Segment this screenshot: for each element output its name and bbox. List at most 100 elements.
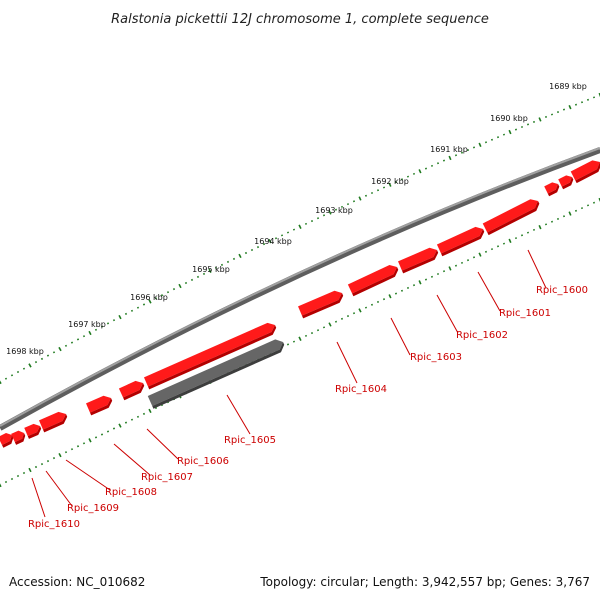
gene-features [0,160,600,448]
scale-tick [322,214,326,217]
scale-tick [238,253,242,259]
scale-tick [556,111,560,114]
gene-label: Rpic_1605 [224,435,276,446]
gene-arrow-face [11,430,25,443]
gene-leader-line [390,317,411,356]
scale-tick [244,251,248,255]
scale-tick [574,103,578,106]
scale-tick [214,266,218,269]
gene-arrow-face [298,290,342,316]
scale-tick [130,309,134,312]
scale-tick [298,224,302,229]
gene-label: Rpic_1609 [67,503,119,514]
gene-feature [143,322,277,390]
scale-tick [496,136,500,139]
scale-tick [82,442,86,445]
scale-tick [262,243,266,246]
scale-tick [544,115,548,118]
gene-label: Rpic_1602 [456,330,508,341]
scale-tick [28,467,32,473]
scale-tick [496,245,500,248]
gene-arrow-side [27,425,42,439]
gene-feature [347,265,399,297]
gene-leader-line [226,394,251,435]
gene-feature [38,411,68,433]
gene-arrow-side [89,397,113,416]
gene-arrow-face [544,182,558,194]
scale-tick [592,96,596,99]
gene-arrow-face [347,265,398,294]
scale-tick [382,298,386,301]
outer-scale-ticks [0,92,600,385]
scale-tick [550,113,554,116]
scale-tick [448,155,452,161]
scale-tick [346,315,350,318]
scale-tick [286,343,290,346]
pseudogene-feature [147,339,285,409]
scale-tick [52,351,56,354]
scale-tick [106,430,110,433]
scale-tick [58,346,62,352]
scale-tick [22,367,26,370]
scale-tick [250,248,254,252]
scale-tick [178,283,182,289]
gene-arrow-side [2,434,14,448]
scale-tick [232,257,236,260]
map-title: Ralstonia pickettii 12J chromosome 1, co… [111,12,489,27]
gene-arrow-side [561,176,574,190]
gene-label: Rpic_1607 [141,472,193,483]
scale-tick [76,445,80,448]
scale-tick [316,217,320,220]
gene-label: Rpic_1606 [177,456,229,467]
gene-arrow-face [436,226,484,254]
scale-tick [436,162,440,165]
scale-tick [478,142,482,148]
kbp-label: 1694 kbp [254,237,292,246]
scale-tick [388,294,392,299]
scale-tick [568,211,572,216]
gene-feature [24,423,42,439]
scale-tick [532,228,536,231]
inner-scale-ticks [0,197,600,488]
gene-label: Rpic_1608 [105,487,157,498]
kbp-label: 1692 kbp [371,177,409,186]
scale-tick [148,299,152,304]
gene-arrow-face [118,380,144,398]
gene-feature [0,432,14,448]
scale-tick [376,300,380,303]
scale-tick [394,181,398,184]
scale-tick [124,421,128,424]
scale-tick [526,123,530,126]
gene-arrow-side [43,413,68,433]
scale-tick [580,207,584,210]
scale-tick [532,120,536,123]
kbp-label: 1691 kbp [430,145,468,154]
scale-tick [10,374,14,377]
scale-tick [292,228,296,231]
kbp-label: 1689 kbp [549,82,587,91]
scale-tick [322,326,326,329]
gene-arrow-face [86,395,111,413]
scale-tick [70,448,74,451]
scale-tick [100,433,104,436]
scale-tick [280,234,284,237]
gene-arrow-side [441,229,485,257]
gene-arrow-face [558,175,572,187]
scale-tick [472,256,476,259]
scale-tick [460,261,464,264]
kbp-label: 1697 kbp [68,320,106,329]
scale-tick [364,194,368,197]
gene-feature [86,395,113,416]
scale-tick [136,415,140,418]
gene-arrow-face [147,339,284,407]
gene-label: Rpic_1603 [410,352,462,363]
gene-label: Rpic_1604 [335,384,387,395]
gene-leader-line [45,470,73,507]
scale-tick [538,117,542,122]
gene-arrow-side [352,267,399,297]
scale-tick [82,335,86,338]
scale-tick [460,151,464,154]
gene-feature [570,160,600,184]
